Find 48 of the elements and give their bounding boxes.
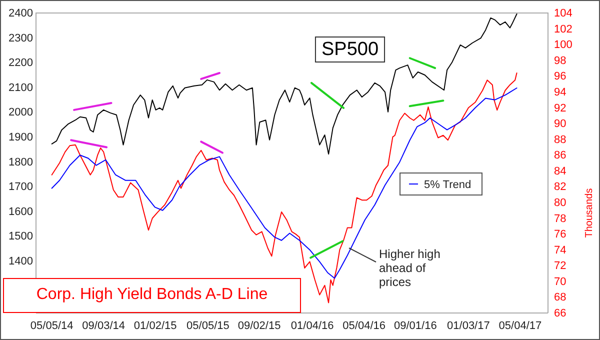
y2-tick-label: 94	[554, 86, 566, 98]
y2-tick-label: 80	[554, 196, 566, 209]
y-tick-label: 1500	[8, 230, 33, 243]
line-series	[51, 88, 518, 279]
y2-tick-label: 104	[554, 8, 572, 20]
x-tick-label: 09/02/15	[238, 320, 281, 332]
y-tick-label: 1700	[8, 181, 33, 194]
y2-tick-label: 96	[554, 70, 566, 83]
x-tick-label: 05/05/15	[186, 320, 230, 332]
y2-tick-label: 72	[554, 260, 566, 272]
y2-tick-label: 102	[554, 23, 572, 36]
x-tick-label: 05/04/17	[498, 320, 542, 332]
y2-tick-label: 98	[554, 54, 566, 67]
y-tick-label: 1400	[8, 255, 33, 268]
line-series	[51, 13, 518, 155]
y2-tick-label: 78	[554, 212, 566, 225]
y2-axis-title: Thousands	[584, 188, 595, 238]
y2-tick-label: 66	[554, 308, 566, 320]
x-tick-label: 01/03/17	[447, 320, 490, 332]
x-tick-label: 01/04/16	[290, 320, 334, 332]
y-tick-label: 1900	[8, 131, 33, 144]
y2-tick-label: 68	[554, 292, 566, 304]
x-tick-label: 05/04/16	[342, 320, 386, 332]
text: Corp. High Yield Bonds A-D Line	[36, 286, 268, 303]
y2-tick-label: 88	[554, 134, 566, 146]
x-tick-label: 09/01/16	[394, 320, 437, 332]
y2-tick-label: 86	[554, 150, 566, 162]
y2-tick-label: 82	[554, 181, 566, 194]
y-tick-label: 2200	[8, 57, 33, 70]
y2-tick-label: 74	[554, 244, 566, 256]
y2-tick-label: 92	[554, 102, 566, 114]
y-tick-label: 2100	[8, 82, 33, 94]
x-tick-label: 01/02/15	[134, 320, 177, 332]
y2-tick-label: 70	[554, 276, 566, 288]
y2-tick-label: 100	[554, 39, 572, 52]
y2-tick-label: 84	[554, 165, 566, 178]
legend-label: 5% Trend	[424, 179, 472, 191]
series-label: SP500	[321, 39, 379, 60]
y-tick-label: 1800	[8, 156, 33, 168]
y-tick-label: 2000	[8, 106, 33, 119]
y2-tick-label: 76	[554, 228, 566, 241]
y-tick-label: 2300	[8, 32, 33, 44]
y-tick-label: 1600	[8, 206, 33, 218]
y-tick-label: 2400	[8, 8, 33, 20]
annotation: Higher high ahead of prices	[379, 247, 440, 289]
x-tick-label: 05/05/14	[30, 320, 74, 332]
x-tick-label: 09/03/14	[82, 320, 125, 332]
y2-tick-label: 90	[554, 118, 566, 130]
